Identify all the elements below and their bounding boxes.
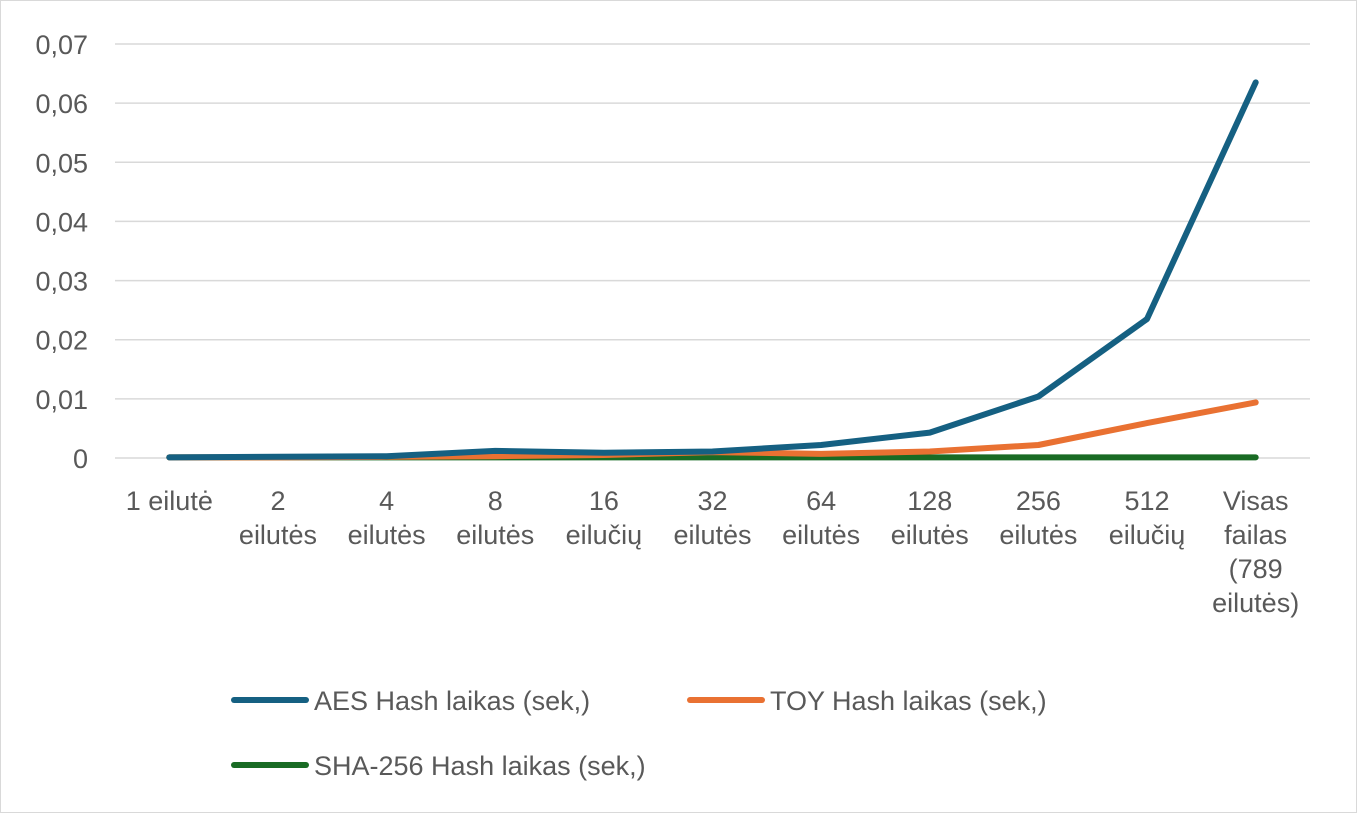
legend: AES Hash laikas (sek,) TOY Hash laikas (s… — [231, 686, 1047, 781]
x-tick-label: 4 eilutės — [348, 486, 426, 550]
y-tick-label: 0,05 — [35, 148, 88, 178]
x-tick-label: 16 eilučių — [566, 486, 643, 550]
y-tick-label: 0,01 — [35, 385, 88, 415]
series-line — [166, 79, 1259, 461]
legend-item: TOY Hash laikas (sek,) — [687, 686, 1047, 716]
x-tick-label: Visas failas (789 eilutės) — [1212, 486, 1299, 618]
legend-item: AES Hash laikas (sek,) — [231, 686, 590, 716]
y-tick-label: 0,07 — [35, 30, 88, 60]
y-tick-label: 0,03 — [35, 267, 88, 297]
legend-label: SHA-256 Hash laikas (sek,) — [314, 751, 646, 781]
series-lines — [166, 79, 1259, 461]
y-tick-label: 0 — [73, 444, 88, 474]
x-tick-label: 1 eilutė — [126, 486, 213, 516]
legend-label: AES Hash laikas (sek,) — [314, 686, 590, 716]
x-tick-label: 8 eilutės — [456, 486, 534, 550]
x-tick-label: 64 eilutės — [782, 486, 860, 550]
x-tick-label: 256 eilutės — [999, 486, 1077, 550]
x-axis: 1 eilutė 2 eilutės 4 eilutės 8 eilutės 16 eiluči… — [115, 457, 1310, 618]
x-tick-label: 512 eilučių — [1109, 486, 1186, 550]
y-tick-label: 0,06 — [35, 89, 88, 119]
y-tick-label: 0,04 — [35, 207, 88, 237]
x-tick-label: 128 eilutės — [891, 486, 969, 550]
x-tick-label: 32 eilutės — [673, 486, 751, 550]
x-tick-label: 2 eilutės — [239, 486, 317, 550]
legend-item: SHA-256 Hash laikas (sek,) — [231, 751, 646, 781]
y-tick-label: 0,02 — [35, 326, 88, 356]
gridlines — [115, 43, 1310, 400]
y-axis-ticks: 0 0,01 0,02 0,03 0,04 0,05 0,06 0,07 — [35, 30, 88, 474]
legend-label: TOY Hash laikas (sek,) — [770, 686, 1047, 716]
